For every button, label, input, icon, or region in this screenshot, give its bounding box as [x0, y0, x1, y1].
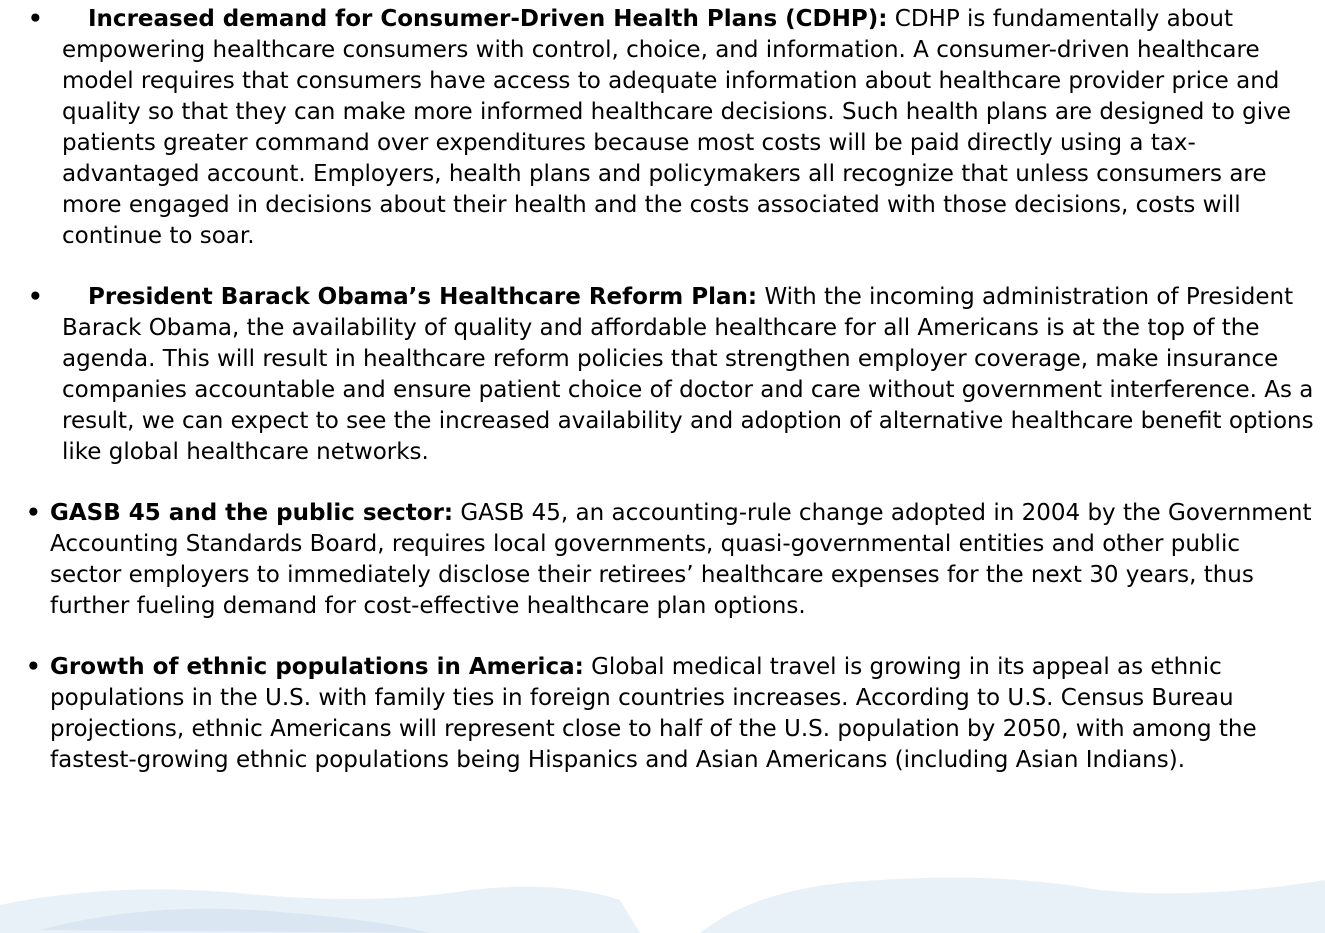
item-heading: Growth of ethnic populations in America: [50, 654, 584, 680]
item-heading: President Barack Obama’s Healthcare Refo… [88, 284, 758, 310]
bullet: • [28, 284, 43, 310]
bullet-item: • GASB 45 and the public sector: GASB 45,… [0, 498, 1318, 622]
bullet-item: • President Barack Obama’s Healthcare Ref… [0, 282, 1318, 468]
bullet-list: • Increased demand for Consumer-Driven He… [0, 4, 1318, 806]
item-text: With the incoming administration of Pres… [62, 284, 1314, 465]
item-heading: Increased demand for Consumer-Driven Hea… [88, 6, 888, 32]
item-text: CDHP is fundamentally about empowering h… [62, 6, 1291, 249]
bullet: • [26, 500, 41, 526]
item-heading: GASB 45 and the public sector: [50, 500, 454, 526]
bullet-item: • Increased demand for Consumer-Driven He… [0, 4, 1318, 252]
bullet: • [28, 6, 43, 32]
bullet-item: • Growth of ethnic populations in America… [0, 652, 1318, 776]
item-text: Global medical travel is growing in its … [50, 654, 1257, 773]
item-text: GASB 45, an accounting-rule change adopt… [50, 500, 1312, 619]
bullet: • [26, 654, 41, 680]
